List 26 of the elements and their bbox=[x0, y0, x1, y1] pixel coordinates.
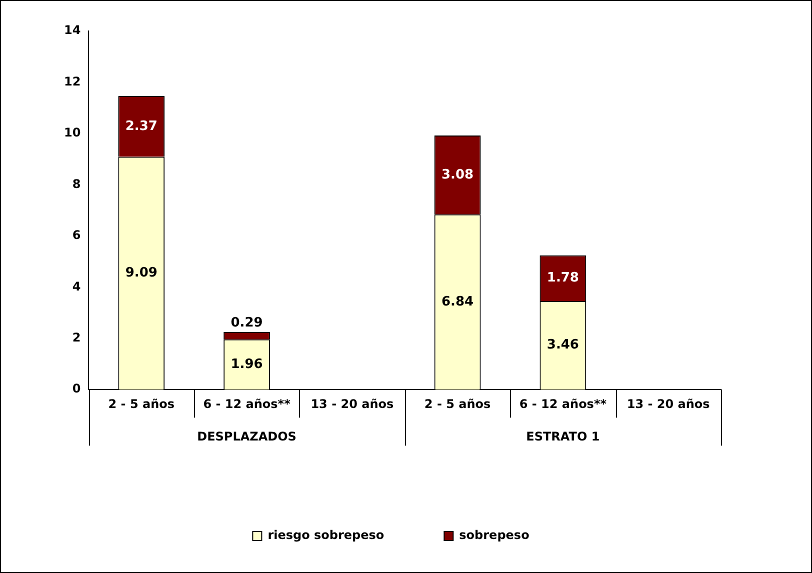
data-label: 9.09 bbox=[125, 266, 158, 281]
data-label: 3.08 bbox=[442, 167, 474, 182]
y-tick-label: 12 bbox=[64, 74, 81, 88]
x-tick-label: 2 - 5 años bbox=[424, 396, 491, 411]
x-tick-label: 13 - 20 años bbox=[310, 396, 394, 411]
legend-label: sobrepeso bbox=[459, 528, 530, 542]
y-tick-label: 6 bbox=[72, 228, 81, 242]
y-tick-label: 2 bbox=[72, 330, 81, 344]
legend-label: riesgo sobrepeso bbox=[268, 528, 384, 542]
y-tick-label: 0 bbox=[72, 382, 81, 396]
data-label: 6.84 bbox=[442, 294, 474, 310]
data-label: 3.46 bbox=[546, 338, 579, 353]
data-label: 0.29 bbox=[230, 315, 263, 330]
y-tick-label: 14 bbox=[64, 23, 81, 38]
y-tick-label: 8 bbox=[72, 176, 81, 191]
y-tick-label: 10 bbox=[64, 126, 81, 140]
data-label: 1.96 bbox=[230, 356, 263, 372]
data-label: 1.78 bbox=[546, 270, 579, 286]
x-tick-label: 2 - 5 años bbox=[108, 396, 175, 411]
text: DESPLAZADOS bbox=[197, 430, 296, 444]
x-tick-label: 6 - 12 años** bbox=[203, 396, 292, 411]
text: ESTRATO 1 bbox=[526, 430, 600, 444]
x-tick-label: 13 - 20 años bbox=[626, 396, 710, 411]
data-label: 2.37 bbox=[125, 118, 158, 134]
y-tick-label: 4 bbox=[72, 279, 81, 294]
x-tick-label: 6 - 12 años** bbox=[519, 396, 608, 411]
